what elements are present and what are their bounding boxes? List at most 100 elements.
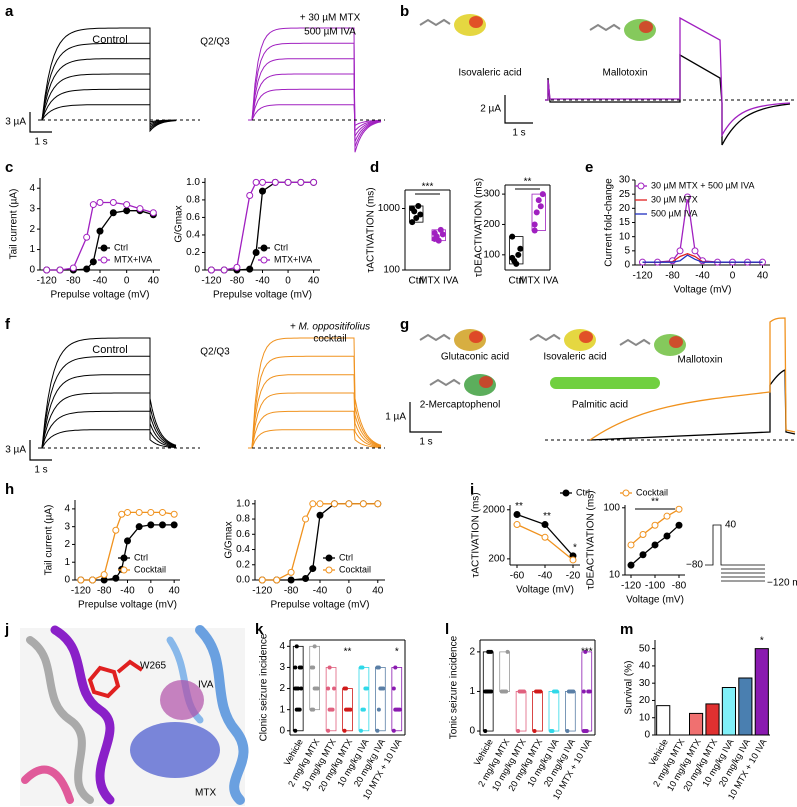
y-tick-label: 0.6 <box>186 212 200 223</box>
current-trace <box>248 337 382 449</box>
data-point <box>311 665 316 670</box>
data-point <box>569 556 577 564</box>
data-point <box>360 665 365 670</box>
series-line <box>642 196 763 263</box>
data-point <box>311 707 316 712</box>
panel-label: j <box>4 621 9 638</box>
data-point <box>233 263 241 271</box>
significance-label: *** <box>422 182 434 193</box>
current-trace <box>248 355 382 449</box>
data-point <box>539 191 546 198</box>
data-point <box>109 209 117 217</box>
y-tick-label: 10 <box>609 570 621 581</box>
panel-label: l <box>445 621 449 638</box>
y-tick-label: 1 <box>64 557 70 568</box>
data-point <box>483 729 488 734</box>
current-trace <box>589 317 796 441</box>
x-tick-label: -40 <box>120 586 135 597</box>
y-axis-label: Tail current (µA) <box>44 505 55 576</box>
y-tick-label: 0.2 <box>236 559 250 570</box>
data-point <box>417 211 424 218</box>
scale-label: 1 µA <box>385 412 406 423</box>
data-point <box>312 644 317 649</box>
legend-label: Ctrl <box>339 552 353 562</box>
molecule-label: Mallotoxin <box>602 68 647 79</box>
data-point <box>330 500 338 508</box>
box <box>531 193 546 231</box>
y-tick-label: 2 <box>469 647 475 658</box>
significance-label: ** <box>515 501 523 512</box>
y-tick-label: 0.4 <box>236 544 250 555</box>
data-point <box>531 221 538 228</box>
molecule-label: Palmitic acid <box>572 400 628 411</box>
structure-label: MTX <box>195 788 216 799</box>
data-point <box>293 728 298 733</box>
y-tick-label: 200 <box>488 554 505 565</box>
significance-label: ** <box>524 177 532 188</box>
molecule-stick <box>529 333 561 342</box>
data-point <box>316 500 324 508</box>
significance-label: ** <box>344 647 352 658</box>
x-tick-label: -40 <box>538 571 553 582</box>
data-point <box>639 531 647 539</box>
legend-label: Ctrl <box>576 487 590 497</box>
panel-label: h <box>5 481 14 498</box>
y-tick-label: 0 <box>29 265 35 276</box>
x-tick-label: -60 <box>510 571 525 582</box>
data-point <box>258 576 266 584</box>
legend-label: Cocktail <box>636 487 668 497</box>
panel-label: a <box>5 3 14 20</box>
y-tick-label: 0.4 <box>186 230 200 241</box>
y-tick-label: 5 <box>624 245 630 256</box>
x-tick-label: -80 <box>230 276 245 287</box>
current-trace <box>38 27 177 133</box>
residue-sticks <box>87 659 144 699</box>
current-trace <box>38 374 177 449</box>
data-point <box>342 728 347 733</box>
x-tick-label: -120 <box>37 276 57 287</box>
data-point <box>651 541 659 549</box>
current-trace <box>248 58 382 142</box>
x-axis-label: Prepulse voltage (mV) <box>213 290 312 301</box>
y-tick-label: 0 <box>624 260 630 271</box>
x-tick-label: -80 <box>66 276 81 287</box>
data-point <box>83 233 91 241</box>
current-trace <box>38 42 177 131</box>
x-tick-label: 0 <box>730 271 736 282</box>
scale-label: 1 s <box>34 137 47 148</box>
data-point <box>220 266 228 274</box>
box <box>499 651 510 692</box>
data-point <box>124 537 131 545</box>
x-tick-label: 40 <box>757 271 769 282</box>
data-point <box>676 247 684 255</box>
molecule-label: Mallotoxin <box>677 355 722 366</box>
scale-label: 3 µA <box>5 445 26 456</box>
data-point <box>309 565 317 573</box>
y-tick-label: 0.8 <box>186 195 200 206</box>
y-tick-label: 0 <box>644 730 650 741</box>
data-point <box>675 521 683 529</box>
box <box>515 691 527 732</box>
bar <box>738 677 753 736</box>
x-tick-label: 0 <box>124 276 130 287</box>
data-point <box>297 178 305 186</box>
panel-label: d <box>370 159 379 176</box>
data-point <box>112 574 120 582</box>
y-tick-label: 0.2 <box>186 247 200 258</box>
significance-label: * <box>395 647 399 658</box>
box <box>325 667 337 732</box>
data-point <box>627 561 635 569</box>
data-point <box>69 264 77 272</box>
data-point <box>627 541 635 549</box>
data-point <box>309 500 317 508</box>
y-axis-label: Clonic seizure incidence <box>259 633 270 741</box>
data-point <box>411 208 418 215</box>
data-point <box>571 689 576 694</box>
bar <box>656 705 671 736</box>
data-point <box>489 689 494 694</box>
data-point <box>330 707 335 712</box>
current-trace <box>38 73 177 127</box>
y-tick-label: 2000 <box>483 504 506 515</box>
panel-label: g <box>400 316 409 333</box>
current-trace <box>248 27 382 153</box>
